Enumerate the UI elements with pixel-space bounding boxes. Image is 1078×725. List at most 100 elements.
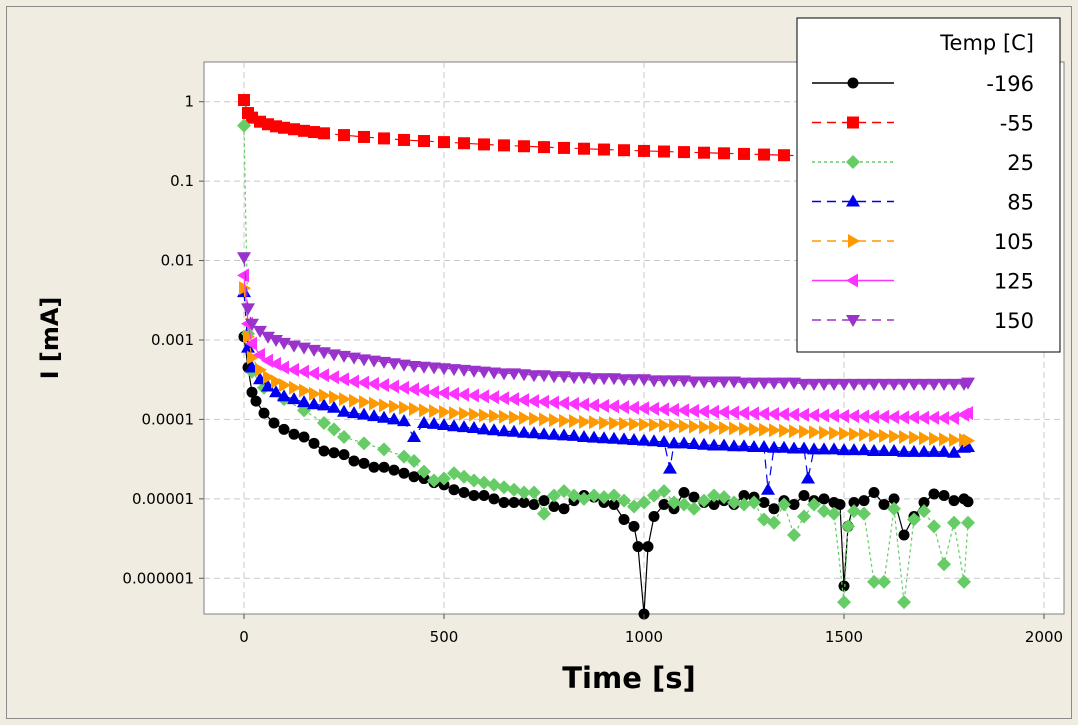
data-point xyxy=(707,404,719,419)
data-point xyxy=(929,431,941,446)
legend-items: -196 -55 25 85 105 125 150 xyxy=(812,72,1034,333)
legend-marker xyxy=(846,315,860,327)
data-point xyxy=(589,415,601,430)
data-point xyxy=(347,406,361,419)
data-point xyxy=(877,574,891,589)
data-point xyxy=(247,350,259,365)
data-point xyxy=(518,496,530,508)
data-point xyxy=(609,416,621,431)
data-point xyxy=(497,368,511,381)
data-point xyxy=(717,376,731,389)
data-point xyxy=(558,503,570,515)
data-point xyxy=(937,378,951,391)
data-point xyxy=(569,414,581,429)
data-point xyxy=(827,408,839,423)
data-point xyxy=(777,497,791,512)
data-point xyxy=(897,410,909,425)
data-point xyxy=(797,441,811,454)
data-point xyxy=(317,416,331,431)
data-point xyxy=(737,377,751,390)
data-point xyxy=(287,340,301,353)
legend-label: -196 xyxy=(986,72,1034,96)
data-point xyxy=(497,424,511,437)
data-point xyxy=(359,395,371,410)
data-point xyxy=(817,378,831,391)
data-point xyxy=(557,371,571,384)
x-tick-label: 2000 xyxy=(1025,628,1063,646)
data-point xyxy=(837,595,851,610)
data-point xyxy=(537,394,549,409)
data-point xyxy=(957,574,971,589)
data-point xyxy=(658,498,670,510)
data-point xyxy=(667,495,681,510)
data-point xyxy=(607,431,621,444)
data-point xyxy=(727,376,741,389)
data-point xyxy=(407,453,421,468)
data-point xyxy=(947,411,959,426)
data-point xyxy=(378,132,390,145)
data-point xyxy=(271,374,283,389)
data-point xyxy=(747,495,761,510)
x-tick-label: 1500 xyxy=(825,628,863,646)
data-point xyxy=(297,395,311,408)
data-point xyxy=(847,378,861,391)
data-point xyxy=(657,434,671,447)
data-point xyxy=(507,424,521,437)
data-point xyxy=(517,369,531,382)
data-point xyxy=(429,404,441,419)
data-point xyxy=(697,404,709,419)
data-point xyxy=(697,437,711,450)
data-point xyxy=(647,488,661,503)
data-point xyxy=(757,406,769,421)
data-point xyxy=(358,457,370,469)
data-point xyxy=(278,423,290,435)
data-point xyxy=(549,413,561,428)
data-point xyxy=(317,398,331,411)
data-point xyxy=(398,467,410,479)
data-point xyxy=(377,356,391,369)
data-point xyxy=(253,347,265,362)
data-point xyxy=(841,519,855,534)
data-point xyxy=(278,121,290,134)
data-point xyxy=(507,392,519,407)
data-point xyxy=(408,471,420,483)
data-point xyxy=(747,439,761,452)
data-point xyxy=(487,477,501,492)
data-point xyxy=(519,411,531,426)
data-point xyxy=(308,126,320,139)
data-point xyxy=(687,437,701,450)
data-point xyxy=(817,504,831,519)
data-point xyxy=(467,420,481,433)
data-point xyxy=(579,414,591,429)
data-point xyxy=(467,365,481,378)
data-point xyxy=(368,461,380,473)
data-point xyxy=(357,407,371,420)
data-point xyxy=(889,429,901,444)
data-point xyxy=(769,423,781,438)
data-point xyxy=(327,400,341,413)
data-point xyxy=(328,447,340,459)
data-point xyxy=(948,495,960,507)
data-point xyxy=(397,449,411,464)
data-point xyxy=(608,498,620,510)
data-point xyxy=(629,417,641,432)
data-point xyxy=(539,412,551,427)
y-tick-label: 1 xyxy=(184,93,194,111)
data-point xyxy=(709,420,721,435)
data-point xyxy=(388,464,400,476)
data-point xyxy=(798,490,810,502)
data-point xyxy=(927,444,941,457)
data-point xyxy=(457,387,469,402)
data-point xyxy=(398,133,410,146)
data-point xyxy=(417,464,431,479)
data-point xyxy=(477,475,491,490)
data-point xyxy=(917,378,931,391)
data-point xyxy=(827,378,841,391)
data-point xyxy=(597,431,611,444)
data-point xyxy=(369,396,381,411)
data-point xyxy=(517,485,531,500)
data-point xyxy=(458,487,470,499)
series-25 xyxy=(237,118,975,610)
y-tick-label: 0.001 xyxy=(151,331,194,349)
